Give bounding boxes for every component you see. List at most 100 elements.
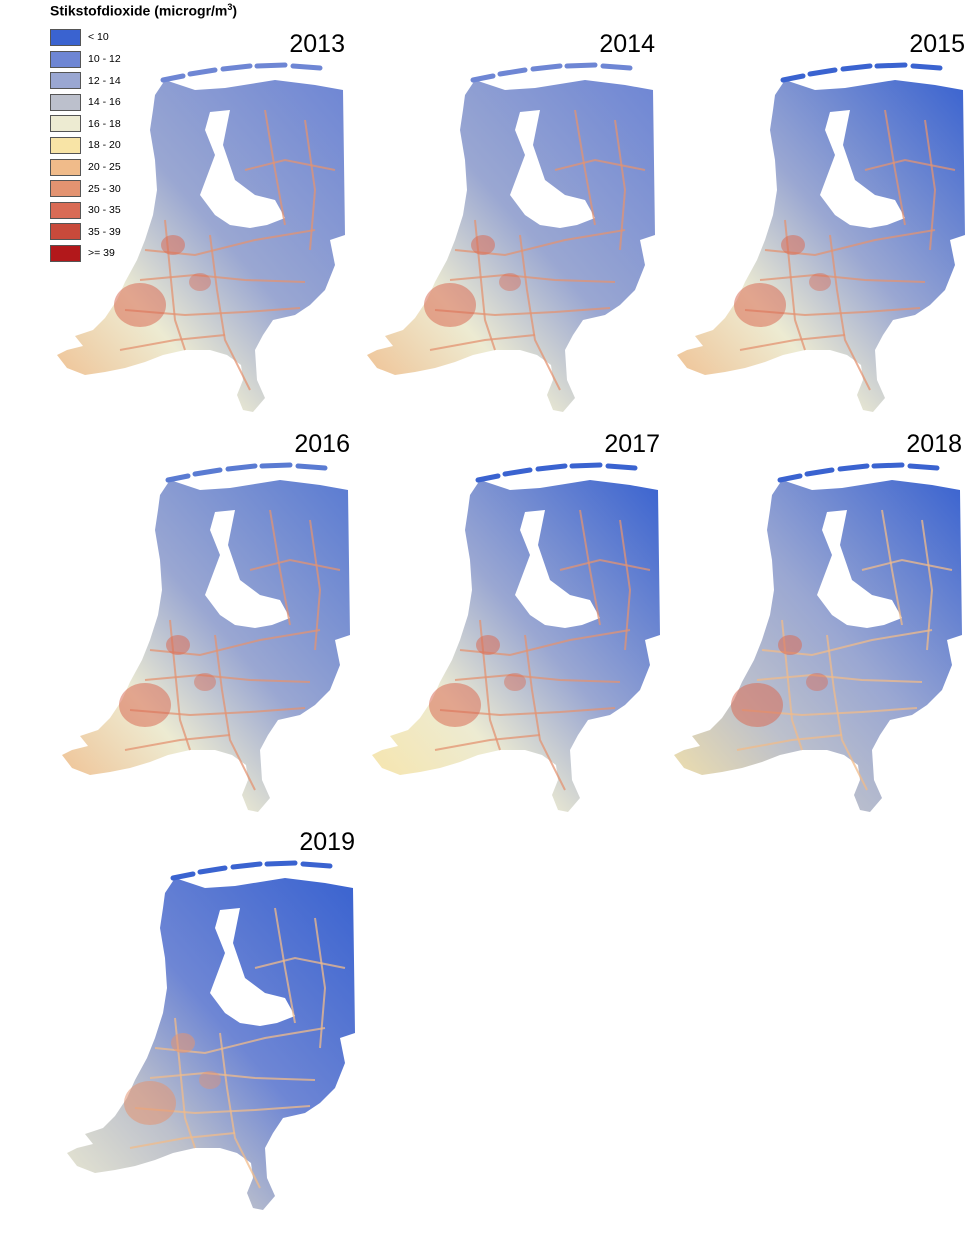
- road-corridor: [924, 119, 937, 251]
- road-corridor: [826, 634, 868, 791]
- wadden-island: [165, 473, 191, 483]
- wadden-island: [300, 861, 333, 869]
- legend-swatch: [50, 50, 81, 68]
- legend-label: 35 - 39: [88, 225, 121, 238]
- utrecht-hotspot: [194, 673, 216, 691]
- wadden-island: [295, 463, 328, 471]
- legend-swatch: [50, 136, 81, 154]
- legend-item: 10 - 12: [50, 48, 237, 70]
- road-corridor: [129, 1132, 236, 1149]
- nl-no2-map-2015: [677, 62, 965, 412]
- nl-no2-map-2013: [57, 62, 345, 412]
- utrecht-hotspot: [199, 1071, 221, 1089]
- legend-label: >= 39: [88, 247, 115, 260]
- road-corridor: [434, 734, 541, 751]
- road-corridor: [921, 519, 934, 651]
- wadden-island: [170, 871, 196, 881]
- wadden-island: [780, 73, 806, 83]
- road-corridor: [209, 234, 251, 391]
- legend-label: 18 - 20: [88, 139, 121, 152]
- road-corridor: [759, 273, 926, 283]
- utrecht-hotspot: [809, 273, 831, 291]
- road-corridor: [756, 673, 923, 683]
- amsterdam-hotspot: [166, 635, 190, 655]
- road-corridor: [524, 634, 566, 791]
- wadden-island: [220, 63, 253, 72]
- wadden-island: [840, 63, 873, 72]
- wadden-island: [804, 467, 835, 477]
- legend-item: 18 - 20: [50, 135, 237, 157]
- wadden-island: [874, 62, 908, 69]
- wadden-island: [230, 861, 263, 870]
- nl-no2-map-2019: [67, 860, 355, 1210]
- wadden-island: [530, 63, 563, 72]
- utrecht-hotspot: [499, 273, 521, 291]
- legend-swatch: [50, 72, 81, 90]
- rotterdam-hotspot: [734, 283, 786, 327]
- legend-item: < 10: [50, 27, 237, 49]
- road-corridor: [124, 734, 231, 751]
- map-panel-2013: 2013: [45, 30, 345, 420]
- amsterdam-hotspot: [161, 235, 185, 255]
- wadden-island: [535, 463, 568, 472]
- road-corridor: [244, 158, 336, 171]
- land-area: [367, 80, 655, 412]
- wadden-island: [502, 467, 533, 477]
- wadden-island: [600, 63, 633, 71]
- ijsselmeer-water: [820, 110, 905, 228]
- road-corridor: [149, 1071, 316, 1081]
- legend-label: 12 - 14: [88, 74, 121, 87]
- land-area: [57, 80, 345, 412]
- legend-swatch: [50, 115, 81, 133]
- road-corridor: [274, 907, 296, 1024]
- land-area: [62, 480, 350, 812]
- legend-swatch: [50, 244, 81, 262]
- legend-title-superscript: 3: [227, 2, 233, 12]
- year-label: 2014: [599, 30, 655, 58]
- road-corridor: [739, 334, 846, 351]
- road-corridor: [144, 673, 311, 683]
- road-corridor: [449, 273, 616, 283]
- road-corridor: [574, 109, 596, 226]
- map-panel-2016: 2016: [50, 430, 350, 820]
- road-corridor: [314, 917, 327, 1049]
- year-label: 2013: [289, 30, 345, 58]
- road-corridor: [736, 734, 843, 751]
- road-corridor: [139, 273, 306, 283]
- road-corridor: [559, 558, 651, 571]
- wadden-island: [497, 67, 528, 77]
- legend-label: 20 - 25: [88, 161, 121, 174]
- nl-no2-map-2016: [62, 462, 350, 812]
- wadden-island: [470, 73, 496, 83]
- road-corridor: [214, 634, 256, 791]
- land-area: [67, 878, 355, 1210]
- land-area: [677, 80, 965, 412]
- year-label: 2019: [299, 828, 355, 856]
- legend-label: 10 - 12: [88, 53, 121, 66]
- wadden-island: [605, 463, 638, 471]
- road-corridor: [619, 519, 632, 651]
- wadden-island: [907, 463, 940, 471]
- wadden-island: [910, 63, 943, 71]
- rotterdam-hotspot: [429, 683, 481, 727]
- road-corridor: [829, 234, 871, 391]
- legend-item: 14 - 16: [50, 91, 237, 113]
- road-corridor: [884, 109, 906, 226]
- utrecht-hotspot: [806, 673, 828, 691]
- road-corridor: [429, 334, 536, 351]
- road-corridor: [614, 119, 627, 251]
- legend-label: < 10: [88, 31, 109, 44]
- wadden-island: [160, 73, 186, 83]
- road-corridor: [219, 1032, 261, 1189]
- ijsselmeer-water: [817, 510, 902, 628]
- amsterdam-hotspot: [476, 635, 500, 655]
- legend-swatch: [50, 223, 81, 241]
- legend-item: 25 - 30: [50, 178, 237, 200]
- wadden-island: [807, 67, 838, 77]
- road-corridor: [254, 956, 346, 969]
- map-panel-2014: 2014: [355, 30, 655, 420]
- road-corridor: [249, 558, 341, 571]
- nl-no2-map-2014: [367, 62, 655, 412]
- legend-item: 35 - 39: [50, 221, 237, 243]
- wadden-island: [254, 62, 288, 69]
